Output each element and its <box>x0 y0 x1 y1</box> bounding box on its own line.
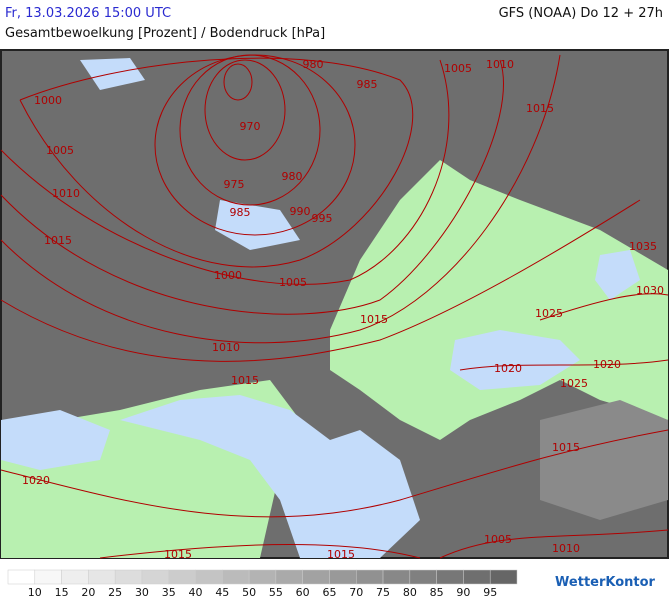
isobar-label: 1015 <box>360 313 388 326</box>
legend-label: 90 <box>456 586 470 599</box>
legend-swatch <box>489 569 518 585</box>
legend-label: 25 <box>108 586 122 599</box>
cloud-patch <box>540 400 668 520</box>
legend-label: 10 <box>28 586 42 599</box>
sea <box>1 410 110 470</box>
legend-swatch <box>141 569 169 585</box>
isobar-label: 1020 <box>494 362 522 375</box>
legend-swatch <box>329 569 357 585</box>
isobar-label: 1000 <box>214 269 242 282</box>
isobar-label: 1005 <box>279 276 307 289</box>
isobar-label: 1015 <box>327 548 355 561</box>
legend-label: 15 <box>55 586 69 599</box>
legend-label: 75 <box>376 586 390 599</box>
isobar-label: 1015 <box>44 234 72 247</box>
datetime: Fr, 13.03.2026 15:00 UTC <box>5 6 172 21</box>
isobars <box>0 54 669 559</box>
logo: WetterKontor <box>555 575 656 590</box>
legend-swatch <box>195 569 223 585</box>
model-run: GFS (NOAA) Do 12 + 27h <box>498 6 663 21</box>
sea <box>595 250 640 300</box>
land-clear <box>330 160 668 440</box>
legend-swatch <box>34 569 62 585</box>
legend: 10 15 20 25 30 35 40 45 50 55 60 65 70 75 80 85 90 95 <box>7 569 518 599</box>
legend-swatch <box>168 569 196 585</box>
isobar-label: 1005 <box>46 144 74 157</box>
legend-swatch <box>248 569 277 585</box>
isobar-label: 1025 <box>560 377 588 390</box>
legend-swatch <box>463 569 491 585</box>
isobar-label: 985 <box>230 206 251 219</box>
legend-swatch <box>222 569 250 585</box>
legend-label: 80 <box>403 586 417 599</box>
isobar-label: 1005 <box>444 62 472 75</box>
isobar-label: 1015 <box>231 374 259 387</box>
legend-label: 55 <box>269 586 283 599</box>
isobar-label: 975 <box>224 178 245 191</box>
isobar-label: 1015 <box>164 548 192 561</box>
isobar-label: 1020 <box>22 474 50 487</box>
isobar-label: 1010 <box>212 341 240 354</box>
isobar-labels: 980 985 1005 1010 1015 1000 970 1005 975 980 1010 9… <box>22 58 664 561</box>
isobar-label: 1010 <box>52 187 80 200</box>
legend-label: 30 <box>135 586 149 599</box>
isobar-label: 1025 <box>535 307 563 320</box>
isobar-label: 1010 <box>486 58 514 71</box>
legend-label: 65 <box>322 586 336 599</box>
isobar-label: 1015 <box>552 441 580 454</box>
legend-label: 60 <box>296 586 310 599</box>
isobar-label: 1015 <box>526 102 554 115</box>
isobar-label: 995 <box>312 212 333 225</box>
isobar-label: 980 <box>282 170 303 183</box>
isobar-label: 1005 <box>484 533 512 546</box>
isobar-label: 1010 <box>552 542 580 555</box>
sea <box>450 330 580 390</box>
isobar-label: 1035 <box>629 240 657 253</box>
sea <box>80 58 145 90</box>
legend-label: 70 <box>349 586 363 599</box>
legend-swatch <box>7 569 36 585</box>
legend-label: 40 <box>189 586 203 599</box>
legend-swatch <box>275 569 303 585</box>
legend-label: 50 <box>242 586 256 599</box>
isobar-label: 970 <box>240 120 261 133</box>
isobar-label: 985 <box>357 78 378 91</box>
legend-swatch <box>356 569 384 585</box>
legend-label: 95 <box>483 586 497 599</box>
legend-swatch <box>409 569 437 585</box>
isobar-label: 990 <box>290 205 311 218</box>
isobar-label: 1000 <box>34 94 62 107</box>
map-area: 980 985 1005 1010 1015 1000 970 1005 975 980 1010 9… <box>0 49 669 561</box>
legend-swatch <box>436 569 464 585</box>
legend-label: 85 <box>430 586 444 599</box>
legend-swatch <box>61 569 89 585</box>
isobar-label: 1030 <box>636 284 664 297</box>
isobar-label: 980 <box>303 58 324 71</box>
sea <box>215 200 300 250</box>
legend-swatch <box>302 569 330 585</box>
legend-swatch <box>382 569 411 585</box>
legend-swatch <box>88 569 116 585</box>
legend-label: 20 <box>81 586 95 599</box>
legend-swatch <box>114 569 143 585</box>
legend-label: 35 <box>162 586 176 599</box>
legend-label: 45 <box>215 586 229 599</box>
sea <box>120 395 420 558</box>
isobar-label: 1020 <box>593 358 621 371</box>
map-title: Gesamtbewoelkung [Prozent] / Bodendruck … <box>5 26 326 41</box>
